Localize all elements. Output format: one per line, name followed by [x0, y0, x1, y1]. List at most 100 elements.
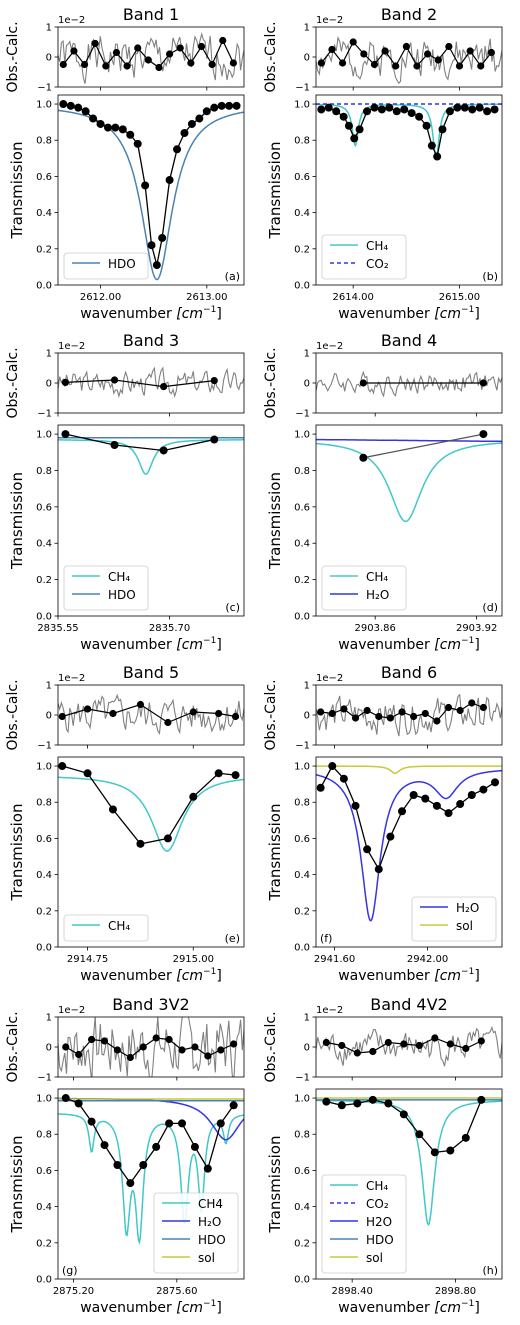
residual-point	[100, 1037, 109, 1045]
observed-point	[214, 769, 223, 778]
residual-point	[176, 44, 184, 52]
transmission-ytick-label: 0.4	[294, 870, 310, 881]
legend-label: CH₄	[108, 919, 130, 933]
transmission-ytick-label: 0.8	[36, 798, 52, 809]
observed-point	[359, 453, 368, 462]
x-axis-label: wavenumber [cm−1]	[338, 305, 480, 322]
residual-point	[219, 36, 227, 45]
transmission-ylabel: Transmission	[8, 1136, 26, 1234]
transmission-ytick-label: 0.8	[294, 466, 310, 477]
panel-3: Band 3 −1 0 1 1e−2 Obs.-Calc. 0.0 0.2 0.4 0.6 0.8 1…	[5, 331, 245, 653]
residual-ytick-label: 1	[304, 681, 310, 692]
observed-point	[460, 103, 469, 112]
residual-point	[126, 1053, 134, 1062]
observed-point	[141, 181, 150, 190]
transmission-ytick-label: 0.0	[36, 1275, 52, 1286]
residual-point	[338, 59, 347, 67]
transmission-xtick-label: 2875.20	[53, 1286, 94, 1297]
legend-box	[63, 914, 149, 942]
observed-point	[386, 832, 395, 841]
observed-point	[490, 105, 499, 114]
residual-plot-area	[58, 693, 244, 735]
x-axis-unit-close: ]	[216, 637, 221, 653]
observed-point	[363, 107, 372, 116]
residual-point	[230, 1040, 238, 1048]
residual-ytick-label: 1	[304, 23, 310, 34]
observed-point	[216, 1119, 225, 1128]
observed-point	[415, 1130, 424, 1139]
residual-ylabel: Obs.-Calc.	[263, 1011, 279, 1082]
transmission-ytick-label: 0.4	[36, 208, 52, 219]
observed-point	[58, 762, 67, 771]
panel-7: Band 3V2 −1 0 1 1e−2 Obs.-Calc. 0.0 0.2 0.4 0.6 0.…	[5, 995, 245, 1316]
observed-point	[74, 1099, 83, 1108]
residual-point	[136, 700, 145, 709]
observed-point	[370, 103, 379, 112]
x-axis-label: wavenumber [cm−1]	[338, 967, 480, 984]
residual-point	[456, 706, 464, 715]
legend-label: CH₄	[366, 239, 388, 253]
observed-point	[66, 101, 75, 110]
panel-letter-label: (h)	[482, 1264, 498, 1277]
model-curve-hdo	[58, 109, 244, 281]
panel-8: Band 4V2 −1 0 1 1e−2 Obs.-Calc. 0.0 0.2 0.4 0.6 0.…	[263, 995, 503, 1316]
observed-point	[421, 794, 430, 803]
model-curve-ch4	[316, 1099, 502, 1227]
legend: CH₄ CO₂	[321, 234, 407, 280]
transmission-ytick-label: 0.0	[294, 1275, 310, 1286]
observed-point	[430, 1148, 439, 1157]
residual-point	[61, 378, 70, 386]
x-axis-label: wavenumber [cm−1]	[80, 967, 222, 984]
transmission-ytick-label: 0.2	[36, 575, 52, 586]
transmission-xtick-label: 2614.00	[333, 292, 374, 303]
legend-box	[63, 252, 149, 280]
residual-scale-label: 1e−2	[316, 15, 343, 26]
residual-point	[113, 1046, 122, 1054]
residual-scale-label: 1e−2	[58, 341, 85, 352]
x-axis-unit-close: ]	[216, 306, 221, 322]
observed-point	[400, 105, 409, 114]
transmission-xtick-label: 2898.40	[331, 1286, 372, 1297]
residual-plot-area	[58, 366, 244, 399]
transmission-ytick-label: 0.2	[36, 1238, 52, 1249]
observed-point	[339, 774, 348, 783]
legend-label: CO₂	[366, 257, 389, 271]
transmission-xtick-label: 2615.00	[439, 292, 480, 303]
observed-point	[165, 1119, 174, 1128]
panel-title: Band 2	[381, 5, 437, 24]
x-axis-unit: [cm	[434, 637, 461, 653]
transmission-ytick-label: 0.0	[36, 943, 52, 954]
residual-point	[160, 383, 168, 391]
residual-observed-line	[62, 703, 236, 724]
legend-label: CH4	[198, 1197, 223, 1211]
residual-noise-line	[316, 693, 502, 737]
residual-scale-label: 1e−2	[316, 1005, 343, 1016]
residual-noise-line	[316, 1026, 502, 1067]
observed-point	[351, 801, 360, 810]
observed-line	[65, 433, 215, 452]
residual-scale-label: 1e−2	[58, 673, 85, 684]
transmission-xtick-label: 2898.80	[435, 1286, 476, 1297]
x-axis-unit-close: ]	[216, 1300, 221, 1316]
residual-point	[322, 1038, 330, 1047]
observed-point	[491, 778, 500, 787]
x-axis-unit: [cm	[176, 306, 203, 322]
panel-letter-label: (f)	[320, 932, 332, 945]
transmission-ytick-label: 0.6	[36, 834, 52, 845]
panel-title: Band 4V2	[370, 995, 447, 1014]
transmission-ytick-label: 0.4	[294, 1202, 310, 1213]
observed-point	[461, 1133, 470, 1142]
observed-point	[113, 1161, 122, 1169]
transmission-ytick-label: 0.6	[294, 502, 310, 513]
observed-point	[232, 101, 241, 110]
legend-label: H2O	[366, 1215, 392, 1229]
model-curve-sol	[316, 765, 502, 775]
residual-ytick-label: −1	[37, 409, 52, 420]
observed-point	[339, 112, 348, 121]
panel-2: Band 2 −1 0 1 1e−2 Obs.-Calc. 0.0 0.2 0.4 0.6 0.8 1…	[263, 5, 503, 322]
residual-noise-line	[58, 32, 244, 84]
transmission-ytick-label: 0.0	[36, 281, 52, 292]
residual-ytick-label: 1	[46, 681, 52, 692]
legend: CH₄ CO₂ H2O HDO sol	[321, 1174, 407, 1274]
